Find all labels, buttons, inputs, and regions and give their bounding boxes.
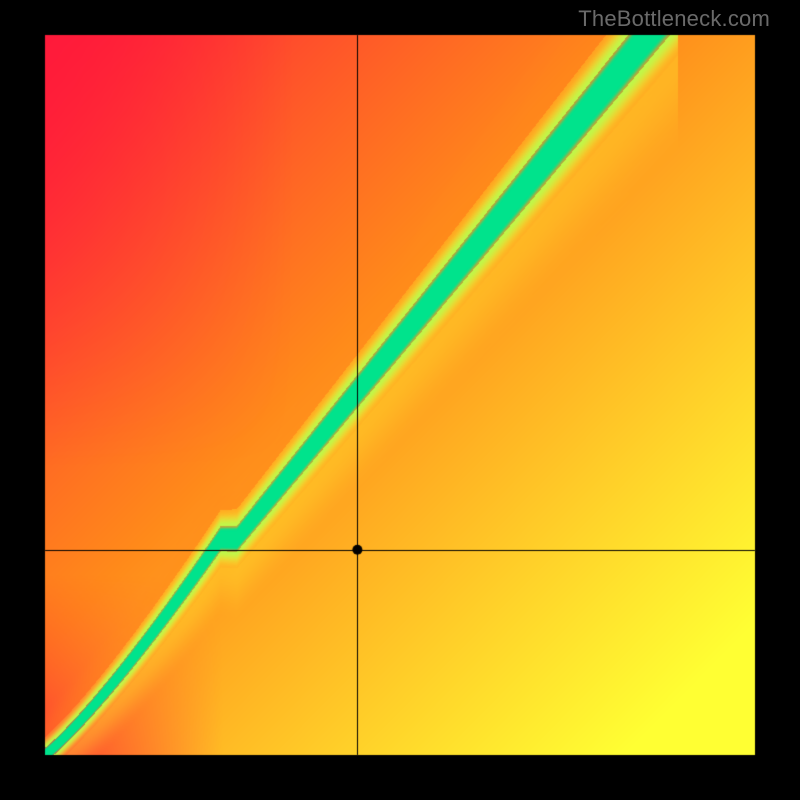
watermark-label: TheBottleneck.com [578,6,770,32]
heatmap-canvas [0,0,800,800]
chart-container: TheBottleneck.com [0,0,800,800]
